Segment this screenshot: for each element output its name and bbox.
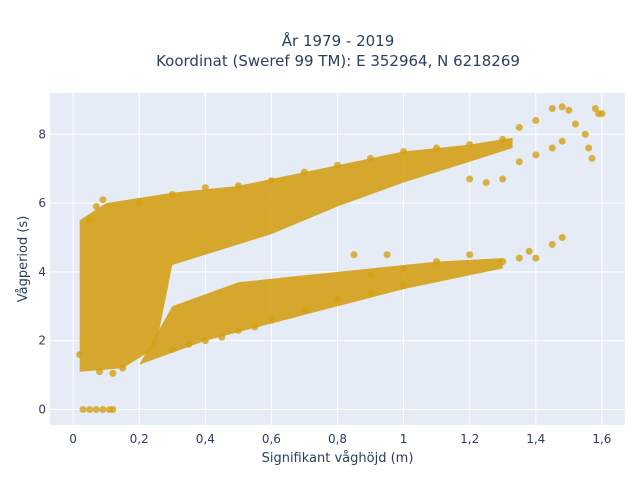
scatter-point [367, 154, 374, 162]
scatter-point [525, 247, 533, 255]
scatter-point [565, 106, 573, 114]
scatter-point [515, 158, 523, 166]
scatter-point [92, 203, 100, 210]
gridlines [50, 93, 625, 425]
scatter-point [548, 240, 556, 248]
scatter-point [581, 130, 589, 138]
scatter-point [548, 144, 556, 152]
y-tick-label: 6 [38, 196, 46, 210]
scatter-point [86, 406, 94, 413]
scatter-point [234, 182, 242, 190]
scatter-point [168, 345, 176, 353]
scatter-density-band [79, 137, 513, 372]
scatter-point [558, 137, 566, 145]
scatter-point [499, 175, 507, 183]
scatter-point [499, 135, 507, 143]
scatter-point [168, 191, 176, 198]
scatter-point [334, 295, 341, 303]
scatter-point [86, 216, 94, 224]
scatter-point [466, 175, 474, 183]
scatter-point [92, 406, 100, 413]
chart-title-line-2: Koordinat (Sweref 99 TM): E 352964, N 62… [156, 52, 520, 70]
scatter-point [135, 199, 143, 207]
scatter-point [334, 161, 341, 169]
scatter-point [267, 316, 275, 324]
scatter-point [251, 323, 259, 331]
scatter-point [367, 271, 374, 279]
x-tick-label: 1,6 [592, 432, 611, 446]
scatter-point [109, 369, 117, 377]
scatter-point [585, 144, 593, 152]
scatter-point [400, 265, 408, 272]
scatter-point [591, 105, 599, 112]
x-axis-title: Signifikant våghöjd (m) [262, 451, 414, 466]
scatter-point [301, 168, 308, 176]
scatter-point [400, 148, 408, 155]
scatter-point [119, 364, 127, 372]
scatter-point [558, 234, 566, 241]
scatter-point [482, 179, 490, 186]
scatter-point [76, 351, 84, 358]
x-tick-label: 0,2 [130, 432, 149, 446]
scatter-point [400, 282, 408, 290]
x-tick-label: 0,6 [262, 432, 281, 446]
y-tick-label: 8 [38, 127, 46, 141]
x-tick-label: 1,4 [526, 432, 545, 446]
scatter-point [558, 103, 566, 111]
x-tick-label: 0,8 [328, 432, 347, 446]
scatter-point [433, 144, 441, 152]
scatter-point [267, 177, 275, 185]
scatter-point [383, 251, 391, 259]
x-tick-label: 1 [400, 432, 408, 446]
scatter-point [218, 333, 226, 341]
scatter-point [466, 251, 474, 259]
scatter-point [185, 340, 193, 348]
x-tick-label: 0,4 [196, 432, 215, 446]
scatter-point [99, 196, 107, 204]
scatter-point [515, 123, 523, 131]
scatter-points [76, 103, 606, 413]
scatter-point [301, 306, 308, 314]
scatter-point [515, 254, 523, 262]
scatter-point [109, 406, 117, 413]
scatter-density-band [139, 258, 503, 365]
y-tick-label: 4 [38, 265, 46, 279]
scatter-point [99, 406, 107, 413]
y-axis-title: Vågperiod (s) [16, 216, 31, 303]
scatter-point [588, 154, 596, 162]
scatter-point [234, 326, 242, 334]
scatter-point [532, 151, 540, 159]
scatter-point [499, 258, 507, 266]
scatter-point [548, 105, 556, 112]
scatter-point [532, 254, 540, 262]
scatter-point [201, 184, 209, 192]
x-tick-label: 0 [69, 432, 77, 446]
scatter-point [350, 251, 358, 259]
scatter-point [598, 110, 606, 118]
scatter-point [433, 258, 441, 266]
y-tick-label: 2 [38, 334, 46, 348]
scatter-point [201, 337, 209, 345]
axes: 0 0,2 0,4 0,6 0,8 1 1,2 1,4 1,6 0 2 4 6 8 [38, 127, 611, 446]
x-tick-label: 1,2 [460, 432, 479, 446]
scatter-point [466, 141, 474, 149]
y-tick-label: 0 [38, 403, 46, 417]
chart-title-line-1: År 1979 - 2019 [282, 31, 395, 50]
scatter-point [79, 406, 87, 413]
scatter-point [571, 120, 579, 128]
scatter-point [367, 289, 374, 296]
scatter-point [532, 117, 540, 124]
scatter-point [96, 368, 104, 376]
